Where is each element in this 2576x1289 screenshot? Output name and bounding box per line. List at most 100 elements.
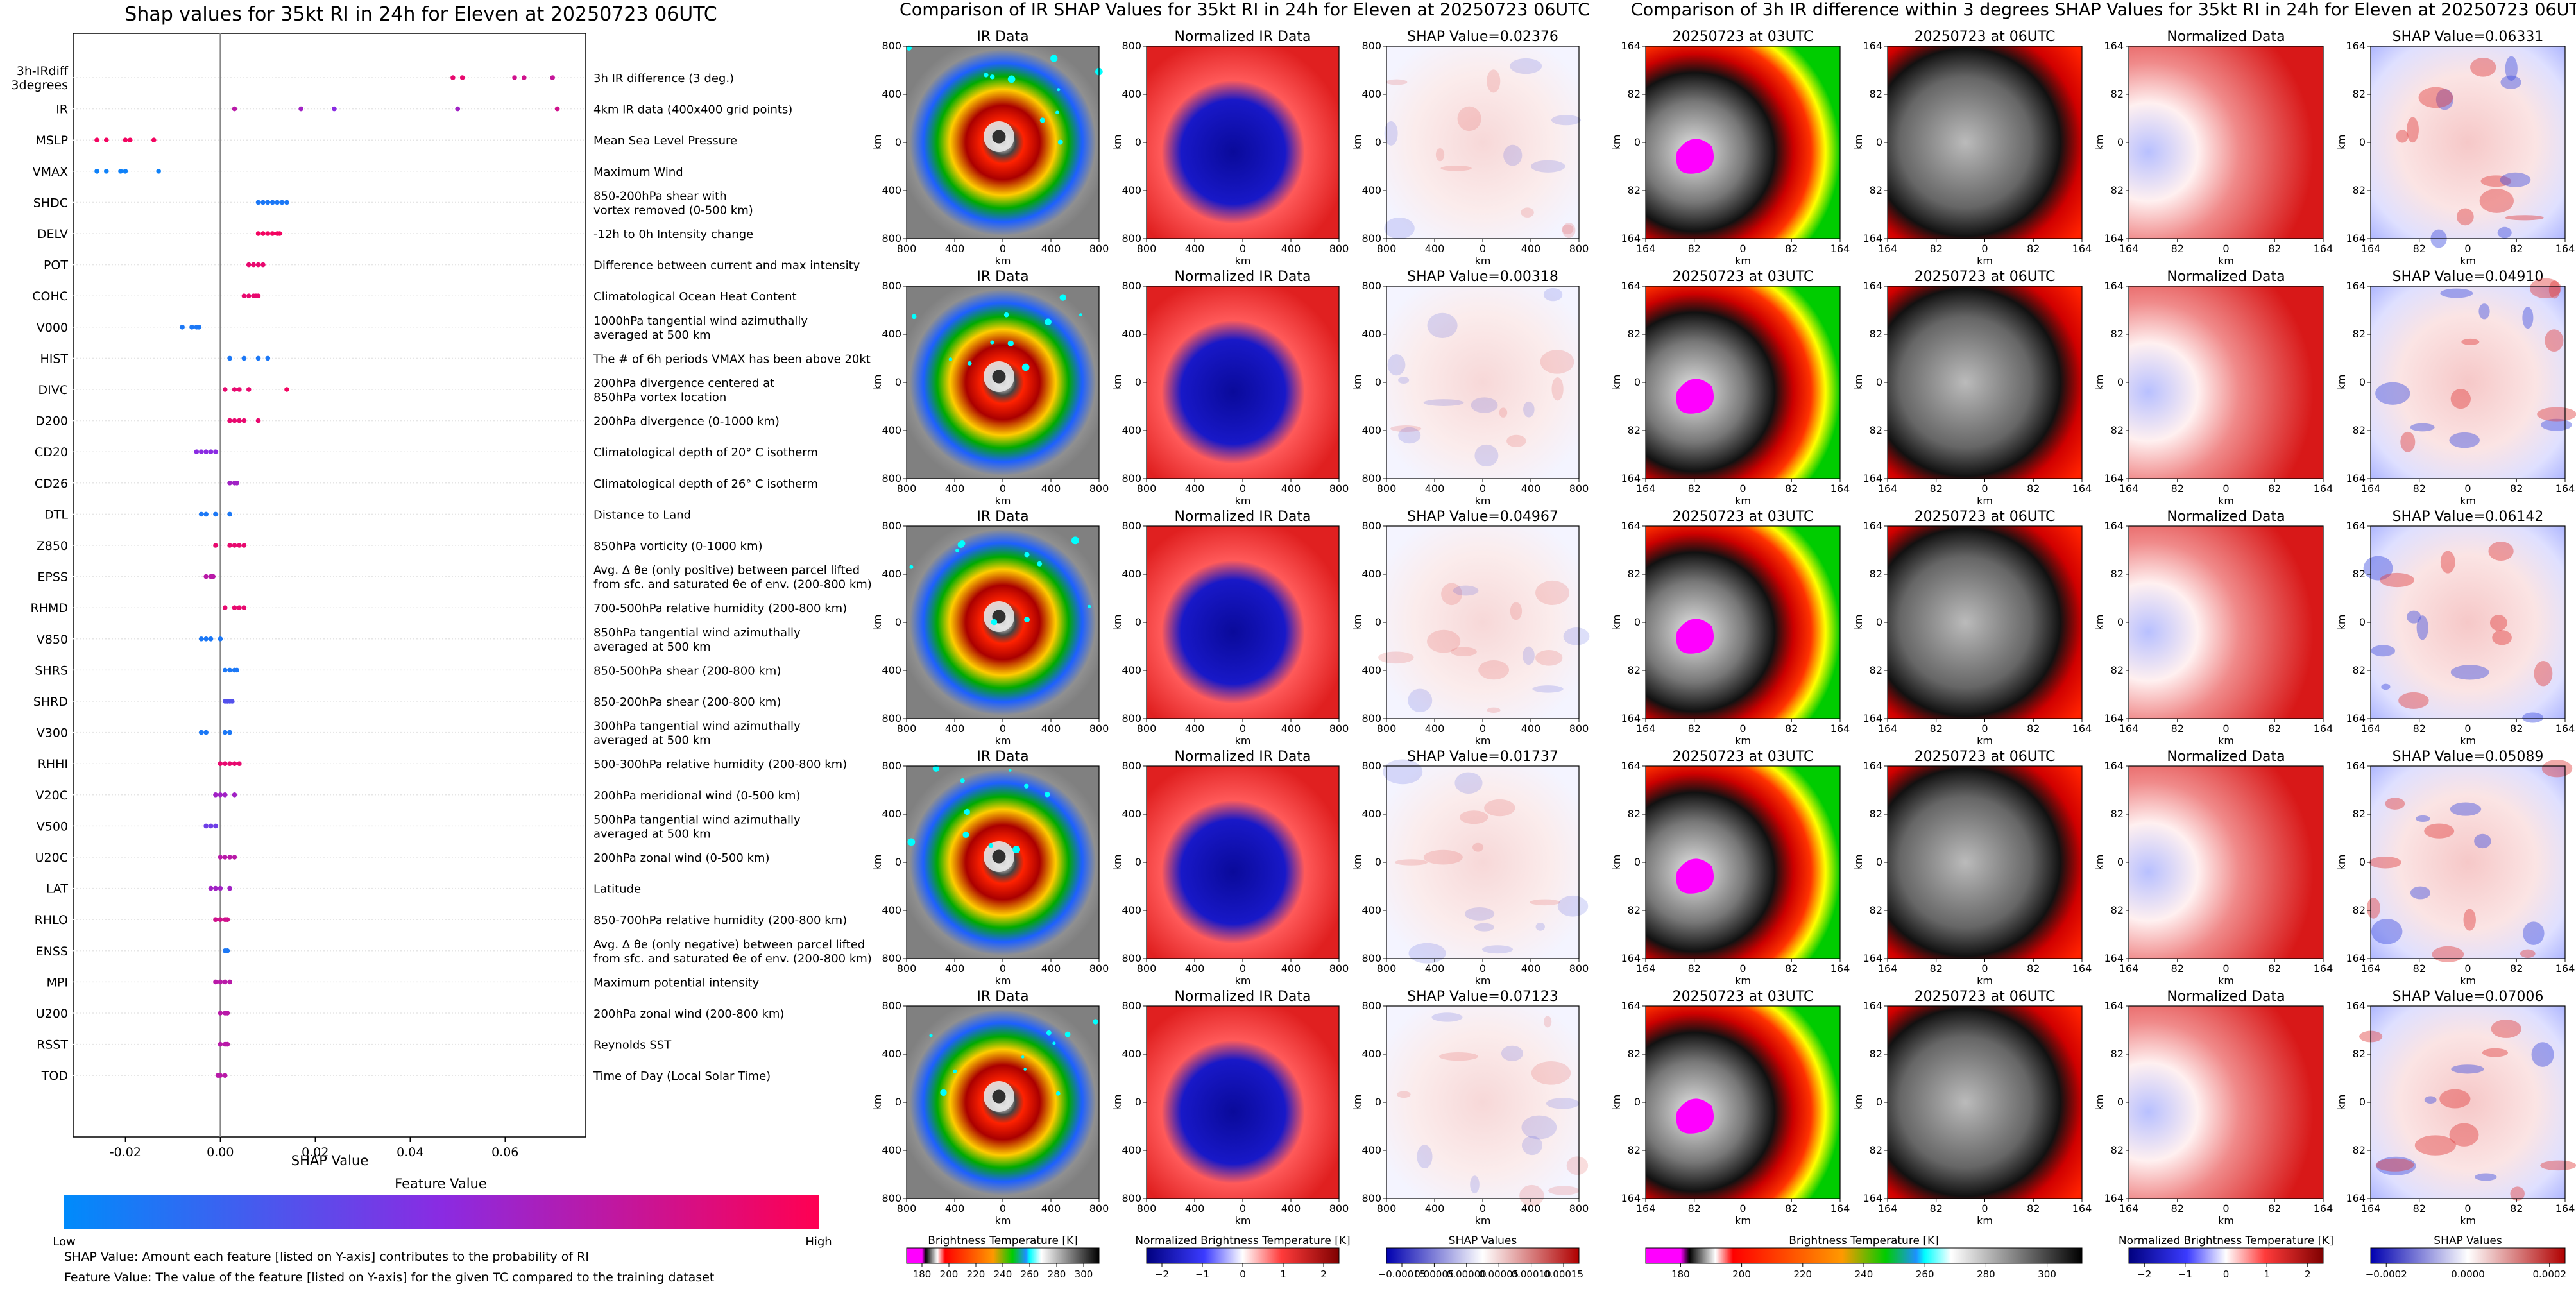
shap-blob xyxy=(2523,921,2545,945)
panel-title: 20250723 at 03UTC xyxy=(1673,269,1814,285)
panel-x-tick-label: 164 xyxy=(1830,482,1850,495)
shap-point xyxy=(284,200,289,205)
panel-x-tick-label: 164 xyxy=(2555,243,2575,255)
shap-point xyxy=(103,137,109,142)
panel-x-tick-label: 400 xyxy=(1041,722,1061,735)
cold-cloud-fleck xyxy=(1071,536,1079,545)
panel-x-tick-label: 800 xyxy=(1329,243,1349,255)
cold-cloud-fleck xyxy=(1023,1068,1027,1071)
shap-point xyxy=(218,917,223,922)
panel-y-tick-label: 0 xyxy=(1135,616,1141,628)
panel-title: 20250723 at 06UTC xyxy=(1915,989,2056,1005)
shap-blob xyxy=(2380,572,2414,588)
panel-x-tick-label: 0 xyxy=(1240,243,1246,255)
colorbar-tick-label: 260 xyxy=(1916,1268,1934,1280)
panel-x-tick-label: 800 xyxy=(1329,482,1349,495)
panel-y-tick-label: 0 xyxy=(2359,136,2366,148)
panel-y-axis-label: km xyxy=(1351,135,1363,151)
panel-x-tick-label: 800 xyxy=(1137,243,1157,255)
shap-point xyxy=(225,917,230,922)
shap-point xyxy=(265,200,271,205)
cold-cloud-fleck xyxy=(932,765,940,772)
panel-y-tick-label: 0 xyxy=(1135,1096,1141,1108)
panel-y-tick-label: 400 xyxy=(1361,184,1381,196)
panel-y-tick-label: 0 xyxy=(2359,856,2366,868)
panel-y-tick-label: 82 xyxy=(2353,568,2366,580)
shap-blob xyxy=(1440,165,1472,171)
panel-x-tick-label: 82 xyxy=(2027,243,2040,255)
shap-point xyxy=(218,792,223,798)
shap-point xyxy=(213,979,218,985)
panel-x-tick-label: 164 xyxy=(2555,482,2575,495)
shap-point xyxy=(232,855,237,860)
panel-y-tick-label: 82 xyxy=(2353,808,2366,820)
colorbar-tick-label: 2 xyxy=(2305,1268,2311,1280)
colorbar-tick-label: 240 xyxy=(994,1268,1012,1280)
shap-point xyxy=(255,293,261,299)
feature-description: from sfc. and saturated θe of env. (200-… xyxy=(593,578,872,592)
figure-b-title: Comparison of IR SHAP Values for 35kt RI… xyxy=(900,0,1590,20)
panel-image xyxy=(1386,286,1579,479)
cold-cloud-fleck xyxy=(929,1034,933,1037)
panel-x-tick-label: 0 xyxy=(1240,482,1246,495)
shap-blob xyxy=(1499,407,1508,418)
panel-y-tick-label: 82 xyxy=(2111,424,2124,436)
panel-x-tick-label: 164 xyxy=(2119,1202,2139,1215)
colorbar-gradient xyxy=(906,1247,1100,1264)
colorbar-tick-label: 0 xyxy=(1240,1268,1246,1280)
panel-y-tick-label: 164 xyxy=(2346,1000,2366,1012)
panel-y-axis-label: km xyxy=(1852,1095,1864,1111)
shap-point xyxy=(203,574,209,579)
shap-blob xyxy=(2416,615,2428,640)
panel-image xyxy=(2129,46,2323,239)
shap-blob xyxy=(2500,75,2521,89)
panel-y-tick-label: 0 xyxy=(2117,856,2124,868)
feature-description: The # of 6h periods VMAX has been above … xyxy=(593,352,871,366)
panel-y-tick-label: 164 xyxy=(2104,520,2124,532)
panel-y-tick-label: 0 xyxy=(1375,1096,1381,1108)
panel-x-tick-label: 800 xyxy=(1089,722,1109,735)
shap-blob xyxy=(1454,772,1483,794)
panel-y-tick-label: 800 xyxy=(1361,712,1381,724)
shap-point xyxy=(234,667,240,673)
panel-x-axis-label: km xyxy=(2218,735,2234,747)
panel-x-tick-label: 82 xyxy=(2413,243,2426,255)
panel-title: Normalized IR Data xyxy=(1174,749,1311,765)
shap-point xyxy=(455,106,461,112)
panel-y-axis-label: km xyxy=(871,375,883,391)
panel-y-tick-label: 0 xyxy=(1876,136,1882,148)
shap-blob xyxy=(1427,312,1458,338)
panel-x-tick-label: 0 xyxy=(2464,722,2471,735)
panel-x-tick-label: 82 xyxy=(1930,243,1943,255)
panel-y-axis-label: km xyxy=(2335,135,2348,151)
panel-x-tick-label: 0 xyxy=(1480,722,1486,735)
panel-image xyxy=(2129,1006,2323,1199)
feature-code-label: RHMD xyxy=(30,601,68,615)
shap-blob xyxy=(1457,106,1481,132)
shap-blob xyxy=(1530,899,1560,906)
panel-x-tick-label: 82 xyxy=(1930,1202,1943,1215)
panel-x-axis-label: km xyxy=(1235,495,1251,507)
feature-description: Mean Sea Level Pressure xyxy=(593,134,737,148)
panel-y-tick-label: 800 xyxy=(882,760,901,772)
shap-blob xyxy=(2522,307,2534,329)
panel-y-tick-label: 800 xyxy=(1361,40,1381,52)
shap-blob xyxy=(2366,897,2380,919)
panel-y-tick-label: 164 xyxy=(1863,712,1882,724)
panel-y-axis-label: km xyxy=(1852,135,1864,151)
feature-code-label: RSST xyxy=(37,1038,68,1052)
shap-point xyxy=(127,137,133,142)
panel-x-axis-label: km xyxy=(2460,1215,2476,1227)
panel-image xyxy=(2129,526,2323,719)
shap-point xyxy=(213,511,218,517)
panel-x-axis-label: km xyxy=(1735,735,1751,747)
panel-x-tick-label: 400 xyxy=(1425,482,1445,495)
shap-point xyxy=(225,948,230,953)
panel-y-axis-label: km xyxy=(1351,375,1363,391)
panel-y-tick-label: 82 xyxy=(1628,88,1641,100)
panel-y-tick-label: 400 xyxy=(1361,88,1381,100)
shap-point xyxy=(232,106,237,112)
panel-y-tick-label: 82 xyxy=(1628,808,1641,820)
